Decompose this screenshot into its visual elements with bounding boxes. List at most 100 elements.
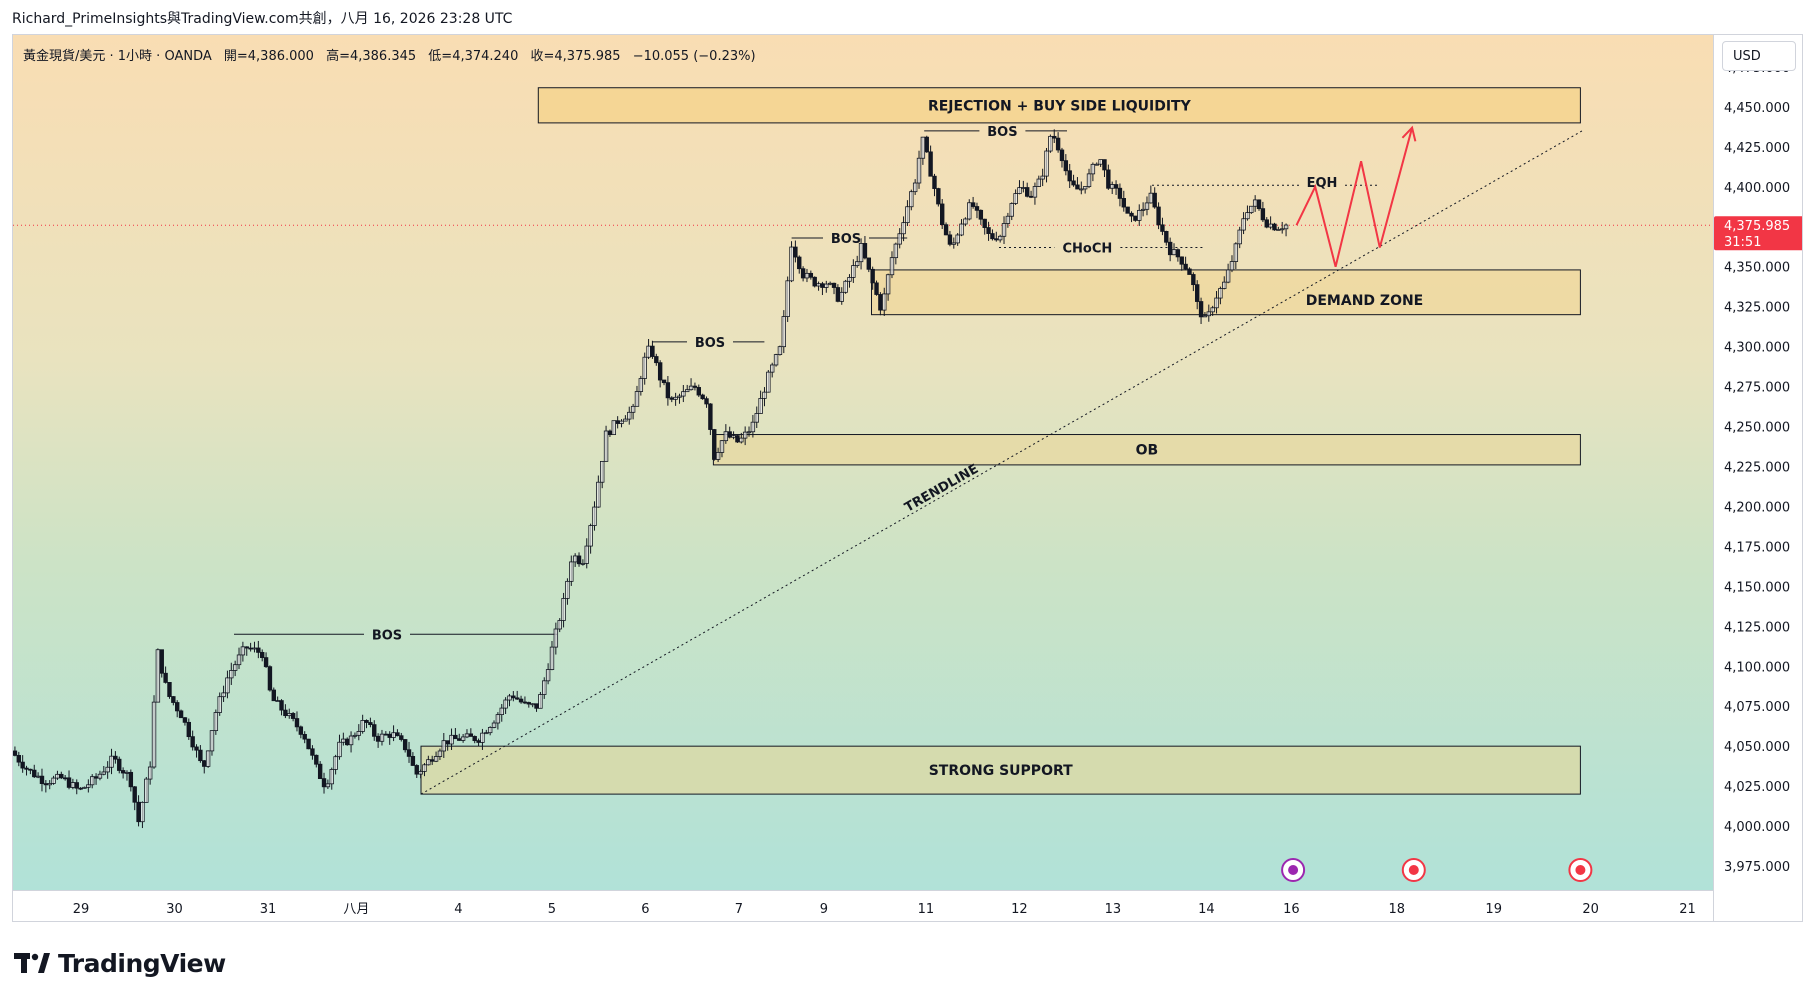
candle-body [1152, 192, 1157, 208]
candle-body [402, 739, 408, 751]
candle-body [16, 755, 21, 763]
candle-body [202, 760, 207, 767]
candle-body [569, 561, 574, 582]
candle-body [742, 431, 748, 439]
candle-body [719, 440, 725, 453]
candle-body [712, 429, 717, 460]
candle-body [974, 206, 980, 211]
price-scale[interactable]: USD 3,975.000 4,000.000 4,025.000 4,050.000… [1713, 35, 1802, 921]
candle-body [1071, 180, 1076, 186]
candle-body [565, 580, 570, 599]
ohlc-legend: 黃金現貨/美元 · 1小時 · OANDA 開=4,386.000 高=4,38… [23, 45, 764, 64]
candle-body [352, 734, 358, 737]
x-tick-label: 11 [918, 902, 935, 917]
candle-body [256, 647, 261, 653]
candle-body [205, 750, 211, 767]
candle-body [47, 783, 52, 786]
plot-area[interactable]: REJECTION + BUY SIDE LIQUIDITY DEMAND ZON… [13, 35, 1713, 890]
x-tick-label: 6 [641, 902, 649, 917]
candle-body [882, 293, 887, 311]
candle-body [669, 397, 674, 400]
y-tick-label: 4,150.000 [1724, 580, 1790, 595]
candle-body [225, 677, 230, 694]
candle-body [1237, 229, 1242, 245]
legend-symbol[interactable]: 黃金現貨/美元 · 1小時 · OANDA [23, 49, 212, 64]
candle-body [889, 257, 895, 276]
candle-body [325, 783, 331, 788]
candle-body [936, 188, 941, 205]
candle-body [580, 563, 586, 565]
candle-body [32, 769, 37, 778]
candle-body [1079, 188, 1084, 191]
tradingview-logo[interactable]: TradingView [14, 948, 226, 978]
candle-body [970, 202, 976, 207]
candle-body [862, 243, 868, 259]
candle-body [901, 222, 906, 235]
candle-body [437, 750, 443, 757]
candle-body [619, 420, 624, 424]
candle-body [1144, 202, 1150, 210]
candle-body [696, 387, 701, 396]
candle-body [858, 243, 864, 263]
candle-body [1048, 135, 1053, 152]
chart-frame[interactable]: REJECTION + BUY SIDE LIQUIDITY DEMAND ZON… [12, 34, 1803, 922]
candle-body [754, 413, 759, 423]
candle-body [1106, 169, 1111, 189]
x-tick-label: 30 [166, 902, 183, 917]
candle-body [1198, 301, 1204, 318]
brand-name: TradingView [58, 948, 226, 978]
candle-body [553, 628, 559, 648]
x-tick-label: 9 [820, 902, 828, 917]
chart-svg[interactable]: REJECTION + BUY SIDE LIQUIDITY DEMAND ZON… [13, 35, 1713, 890]
candle-body [310, 748, 315, 756]
candle-body [1268, 223, 1273, 228]
candle-body [298, 726, 304, 735]
candle-body [426, 759, 431, 766]
candle-body [928, 151, 933, 177]
candle-body [422, 764, 427, 772]
candle-body [244, 646, 249, 649]
candle-body [1210, 307, 1215, 313]
x-tick-label: 16 [1283, 902, 1300, 917]
candle-body [364, 720, 369, 723]
candle-body [770, 364, 775, 373]
candle-body [1013, 193, 1018, 204]
y-tick-label: 4,400.000 [1724, 181, 1790, 196]
candle-body [372, 724, 377, 737]
candle-body [468, 733, 474, 737]
candle-body [1272, 223, 1277, 231]
y-tick-label: 4,275.000 [1724, 381, 1790, 396]
candle-body [1009, 203, 1014, 217]
currency-button[interactable]: USD [1722, 41, 1796, 71]
event-dot [1288, 865, 1299, 875]
candle-body [1133, 215, 1138, 221]
candle-body [773, 354, 779, 366]
candle-body [317, 763, 323, 780]
x-tick-label: 21 [1679, 902, 1696, 917]
candle-body [232, 664, 238, 671]
candle-body [167, 682, 172, 697]
level-label: BOS [831, 232, 861, 247]
candle-body [120, 770, 126, 774]
candle-body [1202, 315, 1208, 318]
y-tick-label: 4,050.000 [1724, 740, 1790, 755]
candle-body [410, 756, 416, 766]
time-scale[interactable]: 29 30 31 八月 4 5 6 7 9 11 12 13 14 16 18 19 20 21 [13, 890, 1713, 921]
level-label: BOS [372, 628, 402, 643]
x-tick-label: 19 [1485, 902, 1502, 917]
candle-body [932, 175, 937, 189]
candle-body [518, 698, 524, 703]
candle-body [920, 136, 926, 159]
candle-body [194, 746, 199, 751]
legend-change: −10.055 (−0.23%) [632, 49, 756, 64]
candle-body [314, 754, 319, 765]
y-tick-label: 4,425.000 [1724, 141, 1790, 156]
candle-body [383, 733, 389, 736]
candle-body [800, 268, 806, 279]
x-tick-label: 12 [1011, 902, 1028, 917]
zone-label: OB [1136, 443, 1159, 459]
legend-open: 開=4,386.000 [223, 49, 314, 64]
candle-body [484, 732, 489, 735]
candle-body [885, 274, 891, 295]
candle-body [1129, 212, 1134, 217]
